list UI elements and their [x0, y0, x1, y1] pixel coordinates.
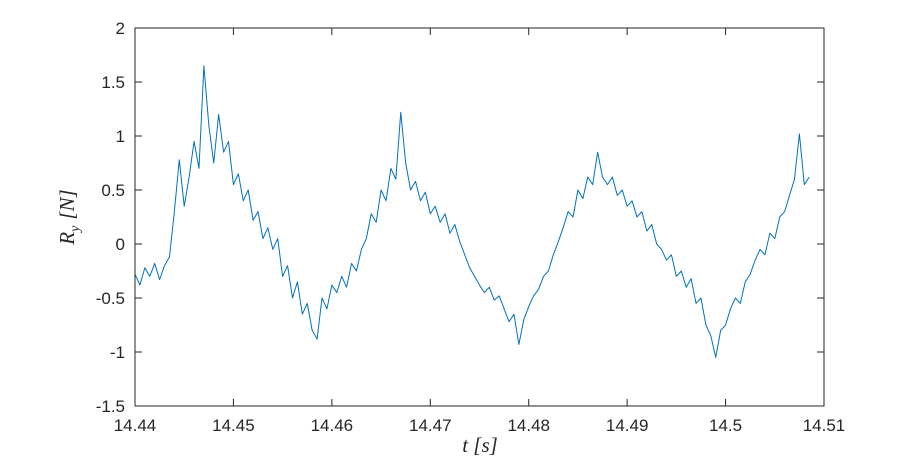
y-tick-label: 0.5: [101, 181, 125, 200]
y-tick-label: 1: [116, 127, 125, 146]
x-tick-label: 14.48: [507, 416, 550, 435]
y-label-subscript: y: [68, 225, 83, 234]
plot-frame: [134, 27, 825, 407]
x-tick-label: 14.5: [709, 416, 742, 435]
x-tick-label: 14.45: [212, 416, 255, 435]
x-tick-label: 14.49: [606, 416, 649, 435]
y-axis-label: Ry [N]: [55, 189, 83, 245]
y-tick-label: 1.5: [101, 73, 125, 92]
x-tick-label: 14.47: [409, 416, 452, 435]
x-tick-label: 14.44: [114, 416, 157, 435]
x-tick-label: 14.46: [311, 416, 354, 435]
x-axis-label: t [s]: [462, 433, 498, 457]
y-tick-label: -1: [110, 343, 125, 362]
y-tick-label: -0.5: [96, 289, 125, 308]
x-tick-label: 14.51: [803, 416, 846, 435]
y-label-unit: [N]: [55, 189, 79, 219]
y-tick-label: 0: [116, 235, 125, 254]
y-tick-label: 2: [116, 19, 125, 38]
data-line: [134, 65, 810, 358]
y-label-symbol: R: [55, 232, 79, 246]
y-tick-label: -1.5: [96, 397, 125, 416]
